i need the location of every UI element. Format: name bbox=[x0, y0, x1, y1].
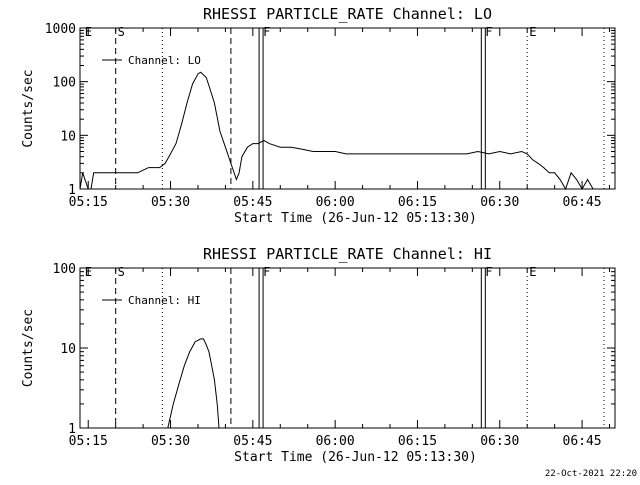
x-tick-label: 06:45 bbox=[563, 434, 602, 449]
plot-frame bbox=[79, 27, 616, 190]
chart-title: RHESSI PARTICLE_RATE Channel: LO bbox=[203, 5, 492, 23]
x-tick-label: 05:30 bbox=[151, 195, 190, 210]
y-tick-label: 1000 bbox=[45, 22, 76, 37]
marker-label: F bbox=[485, 265, 492, 279]
legend-label: Channel: LO bbox=[128, 54, 201, 67]
y-tick-label: 1 bbox=[68, 183, 76, 198]
marker-label: F bbox=[485, 25, 492, 39]
x-tick-label: 05:45 bbox=[233, 195, 272, 210]
marker-label: F bbox=[263, 265, 270, 279]
x-tick-label: 06:15 bbox=[398, 434, 437, 449]
y-axis-label: Counts/sec bbox=[21, 309, 36, 387]
chart-panel-1: RHESSI PARTICLE_RATE Channel: LO 1 10 100 10… bbox=[21, 5, 616, 226]
plot-frame bbox=[79, 267, 616, 429]
marker-label: E bbox=[529, 25, 536, 39]
y-tick-label: 1 bbox=[68, 422, 76, 437]
x-axis-label: Start Time (26-Jun-12 05:13:30) bbox=[234, 211, 477, 226]
x-tick-label: 06:30 bbox=[480, 195, 519, 210]
x-tick-label: 06:30 bbox=[480, 434, 519, 449]
y-axis-label: Counts/sec bbox=[21, 69, 36, 147]
x-tick-label: 05:45 bbox=[233, 434, 272, 449]
y-tick-label: 10 bbox=[60, 129, 76, 144]
x-tick-label: 06:00 bbox=[316, 195, 355, 210]
x-tick-label: 06:00 bbox=[316, 434, 355, 449]
marker-label: S bbox=[118, 25, 125, 39]
x-tick-label: 05:30 bbox=[151, 434, 190, 449]
y-tick-label: 100 bbox=[53, 76, 76, 91]
x-tick-label: 06:15 bbox=[398, 195, 437, 210]
marker-label: E bbox=[529, 265, 536, 279]
marker-label: E bbox=[85, 265, 92, 279]
x-tick-label: 05:15 bbox=[69, 195, 108, 210]
x-axis-label: Start Time (26-Jun-12 05:13:30) bbox=[234, 450, 477, 465]
series-line-1 bbox=[79, 71, 604, 191]
legend-label: Channel: HI bbox=[128, 294, 201, 307]
chart-panel-2: RHESSI PARTICLE_RATE Channel: HI 1 10 100 Co… bbox=[21, 245, 616, 465]
marker-label: E bbox=[85, 25, 92, 39]
series-line-1 bbox=[167, 338, 220, 429]
footer-timestamp: 22-Oct-2021 22:20 bbox=[545, 469, 637, 479]
marker-label: F bbox=[263, 25, 270, 39]
x-tick-label: 05:15 bbox=[69, 434, 108, 449]
x-tick-label: 06:45 bbox=[563, 195, 602, 210]
y-tick-label: 10 bbox=[60, 342, 76, 357]
chart-title: RHESSI PARTICLE_RATE Channel: HI bbox=[203, 245, 492, 263]
y-tick-label: 100 bbox=[53, 262, 76, 277]
marker-label: S bbox=[118, 265, 125, 279]
